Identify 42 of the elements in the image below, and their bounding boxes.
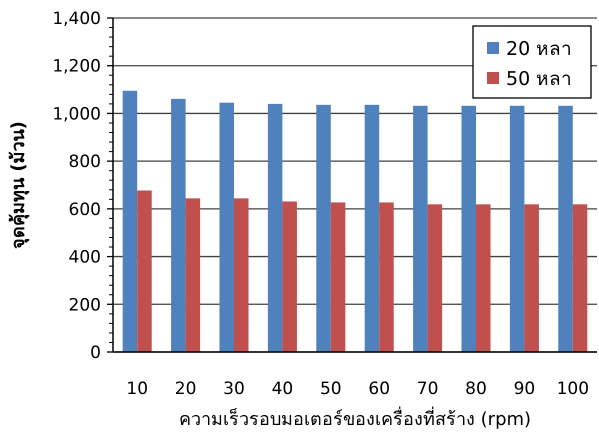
bar (572, 204, 588, 352)
bar (316, 104, 331, 352)
y-tick-label: 600 (68, 200, 101, 220)
bar (364, 104, 380, 352)
bar (428, 204, 442, 352)
x-tick-label: 60 (368, 379, 390, 399)
x-tick-label: 50 (320, 379, 342, 399)
bar (413, 106, 428, 352)
bar (476, 204, 491, 352)
y-tick-label: 0 (90, 343, 101, 363)
bar (171, 98, 186, 352)
legend-label: 50 หลา (506, 68, 572, 90)
y-tick-label: 400 (68, 248, 101, 268)
bar (268, 104, 282, 352)
legend-label: 20 หลา (506, 38, 572, 60)
x-tick-label: 90 (514, 379, 536, 399)
y-tick-label: 1,400 (52, 9, 101, 29)
bar (137, 190, 152, 352)
x-tick-label: 20 (174, 379, 196, 399)
bar (186, 198, 200, 352)
bar (379, 202, 394, 352)
x-tick-label: 70 (416, 379, 438, 399)
x-tick-label: 100 (556, 379, 590, 399)
bar (524, 204, 539, 352)
bar (122, 90, 138, 352)
bar (461, 106, 476, 352)
bar (558, 106, 573, 352)
y-tick-label: 1,000 (52, 104, 101, 124)
bar (330, 202, 346, 352)
y-tick-label: 200 (68, 295, 101, 316)
x-tick-label: 10 (126, 379, 148, 399)
y-tick-label: 1,200 (52, 56, 101, 77)
x-tick-label: 80 (465, 379, 487, 399)
y-tick-label: 800 (68, 152, 101, 172)
x-tick-label: 40 (272, 379, 294, 399)
y-axis-title: จุดคุ้มทุน (ม้วน) (8, 121, 30, 249)
bar (234, 198, 249, 352)
bar (219, 102, 234, 352)
x-axis-title: ความเร็วรอบมอเตอร์ของเครื่องที่สร้าง (rpm) (178, 406, 532, 430)
x-tick-label: 30 (223, 379, 245, 399)
bar (510, 106, 524, 352)
bar (282, 201, 297, 352)
